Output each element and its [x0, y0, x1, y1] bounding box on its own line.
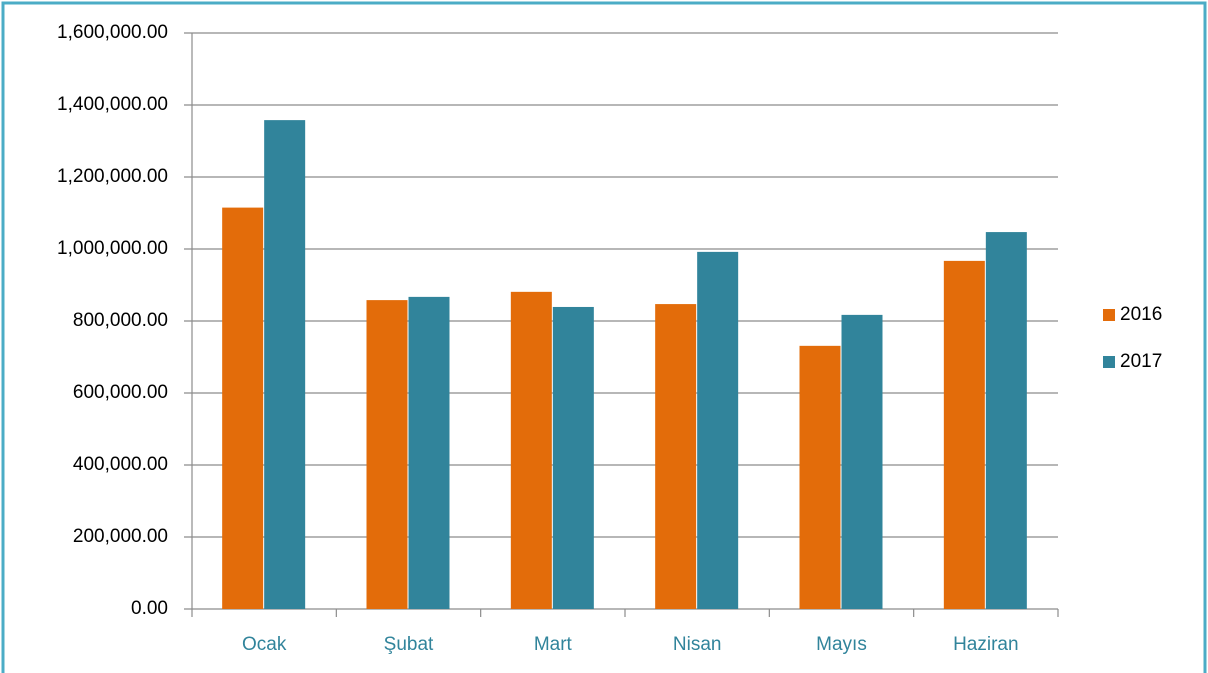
- legend-label: 2017: [1120, 351, 1162, 372]
- y-tick-label: 1,200,000.00: [57, 166, 168, 187]
- bar: [943, 260, 985, 609]
- bar: [985, 232, 1027, 609]
- x-tick-label: Şubat: [384, 634, 434, 655]
- bar: [799, 345, 841, 609]
- y-tick-label: 0.00: [131, 598, 168, 619]
- bar: [510, 291, 552, 609]
- y-tick-label: 1,600,000.00: [57, 22, 168, 43]
- x-tick-label: Mart: [534, 634, 573, 655]
- legend-swatch: [1103, 356, 1115, 368]
- bar: [841, 314, 883, 609]
- y-tick-label: 800,000.00: [73, 310, 168, 331]
- bar: [697, 251, 739, 609]
- y-tick-label: 600,000.00: [73, 382, 168, 403]
- x-tick-label: Haziran: [953, 634, 1018, 655]
- legend-label: 2016: [1120, 304, 1162, 325]
- x-tick-label: Ocak: [242, 634, 287, 655]
- y-tick-label: 1,000,000.00: [57, 238, 168, 259]
- y-tick-label: 200,000.00: [73, 526, 168, 547]
- bar: [408, 296, 450, 609]
- bar: [264, 120, 306, 610]
- bar: [655, 304, 697, 609]
- bar: [552, 306, 594, 609]
- bar: [222, 207, 264, 609]
- x-tick-label: Mayıs: [816, 634, 867, 655]
- y-tick-label: 1,400,000.00: [57, 94, 168, 115]
- x-tick-label: Nisan: [673, 634, 722, 655]
- legend-swatch: [1103, 309, 1115, 321]
- y-tick-label: 400,000.00: [73, 454, 168, 475]
- bar: [366, 300, 408, 609]
